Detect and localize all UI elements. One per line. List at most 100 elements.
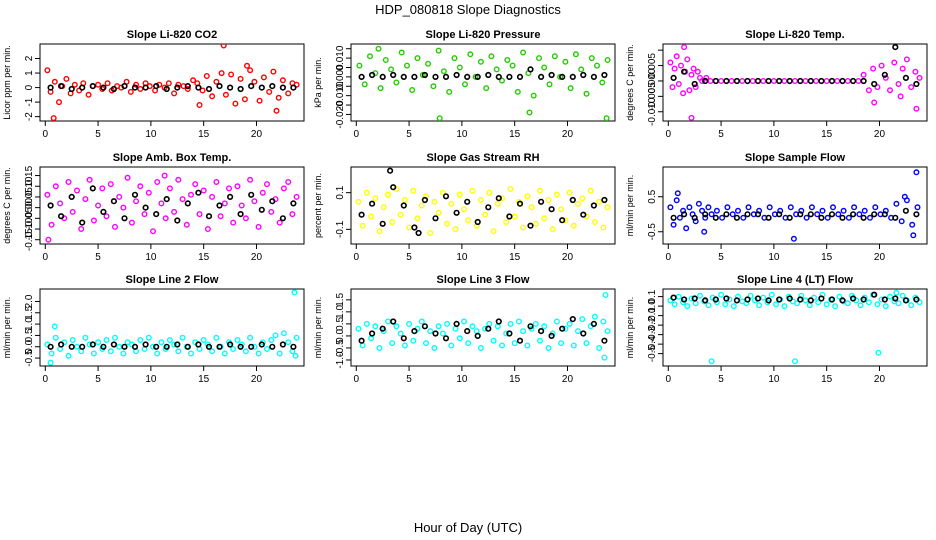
data-point bbox=[456, 335, 463, 342]
y-axis-label: ml/min per min. bbox=[625, 175, 635, 237]
data-point bbox=[545, 345, 552, 352]
data-point bbox=[222, 91, 229, 98]
data-point bbox=[516, 73, 524, 80]
data-point bbox=[258, 341, 265, 348]
data-point bbox=[128, 219, 135, 226]
data-point bbox=[901, 193, 908, 200]
data-point bbox=[604, 204, 611, 211]
data-point bbox=[562, 58, 569, 65]
data-point bbox=[495, 73, 502, 80]
y-tick-label: -2 bbox=[24, 112, 35, 121]
data-point bbox=[359, 222, 366, 229]
data-point bbox=[601, 354, 608, 361]
data-point bbox=[675, 80, 682, 87]
data-point bbox=[541, 215, 548, 222]
data-point bbox=[507, 185, 514, 192]
data-point bbox=[723, 211, 730, 218]
data-point bbox=[678, 62, 685, 69]
data-point bbox=[442, 335, 450, 342]
data-point bbox=[279, 84, 287, 91]
data-point bbox=[268, 208, 275, 215]
data-point bbox=[823, 77, 830, 84]
data-point bbox=[121, 82, 128, 90]
data-point bbox=[356, 62, 363, 69]
x-tick-label: 5 bbox=[718, 129, 724, 140]
data-point bbox=[432, 73, 439, 80]
data-point bbox=[411, 328, 418, 335]
data-point bbox=[882, 303, 889, 310]
data-point bbox=[382, 57, 389, 64]
x-tick-label: 20 bbox=[874, 374, 886, 385]
data-point bbox=[51, 78, 58, 85]
data-point bbox=[729, 211, 736, 218]
data-point bbox=[787, 204, 794, 211]
data-point bbox=[131, 343, 139, 350]
data-point bbox=[726, 296, 733, 303]
data-point bbox=[705, 302, 712, 309]
y-tick-label: 0.0 bbox=[24, 339, 35, 353]
data-point bbox=[79, 84, 86, 91]
data-point bbox=[553, 318, 560, 325]
data-point bbox=[369, 330, 376, 337]
y-tick-label: -0.4 bbox=[647, 335, 658, 353]
data-point bbox=[559, 325, 566, 332]
data-point bbox=[400, 335, 407, 342]
data-point bbox=[145, 334, 152, 341]
data-point bbox=[369, 71, 376, 79]
data-point bbox=[213, 178, 220, 185]
x-tick-label: 10 bbox=[145, 374, 157, 385]
data-point bbox=[205, 213, 213, 220]
data-point bbox=[171, 208, 178, 215]
data-point bbox=[248, 343, 255, 350]
data-point bbox=[453, 320, 460, 328]
data-point bbox=[537, 328, 545, 335]
data-point bbox=[200, 337, 207, 344]
data-point bbox=[73, 343, 80, 350]
data-point bbox=[728, 77, 735, 84]
data-point bbox=[359, 342, 366, 349]
data-point bbox=[184, 85, 191, 92]
data-point bbox=[899, 292, 906, 299]
data-point bbox=[216, 343, 223, 350]
x-tick-label: 15 bbox=[509, 252, 521, 263]
data-point bbox=[161, 172, 168, 179]
data-point bbox=[104, 80, 111, 87]
data-point bbox=[486, 189, 493, 196]
data-point bbox=[44, 191, 51, 198]
data-point bbox=[68, 343, 75, 350]
data-point bbox=[872, 204, 879, 211]
x-tick-label: 20 bbox=[562, 374, 574, 385]
panel-title: Slope Li-820 CO2 bbox=[127, 29, 217, 41]
data-point bbox=[221, 350, 228, 357]
series-hourly bbox=[358, 66, 608, 80]
data-point bbox=[892, 295, 899, 302]
x-tick-label: 5 bbox=[406, 129, 412, 140]
data-point bbox=[184, 200, 191, 207]
data-point bbox=[745, 204, 752, 211]
data-point bbox=[183, 221, 190, 228]
data-point bbox=[740, 214, 747, 221]
data-point bbox=[490, 337, 497, 344]
data-point bbox=[818, 295, 825, 302]
data-point bbox=[776, 296, 783, 303]
data-point bbox=[279, 77, 286, 84]
y-tick-label: 1 bbox=[24, 70, 35, 76]
data-point bbox=[203, 72, 210, 79]
data-point bbox=[813, 77, 820, 84]
x-tick-label: 0 bbox=[353, 252, 359, 263]
series-all bbox=[356, 45, 611, 121]
data-point bbox=[765, 214, 772, 221]
data-point bbox=[806, 302, 813, 309]
data-point bbox=[891, 59, 898, 66]
data-point bbox=[100, 208, 107, 215]
data-point bbox=[242, 215, 249, 222]
data-point bbox=[786, 295, 793, 302]
data-point bbox=[397, 211, 404, 218]
data-point bbox=[227, 193, 234, 200]
x-tick-label: 20 bbox=[562, 129, 574, 140]
data-point bbox=[781, 77, 788, 84]
data-point bbox=[483, 85, 490, 92]
data-point bbox=[815, 299, 822, 306]
data-point bbox=[722, 301, 729, 308]
data-point bbox=[671, 65, 678, 72]
